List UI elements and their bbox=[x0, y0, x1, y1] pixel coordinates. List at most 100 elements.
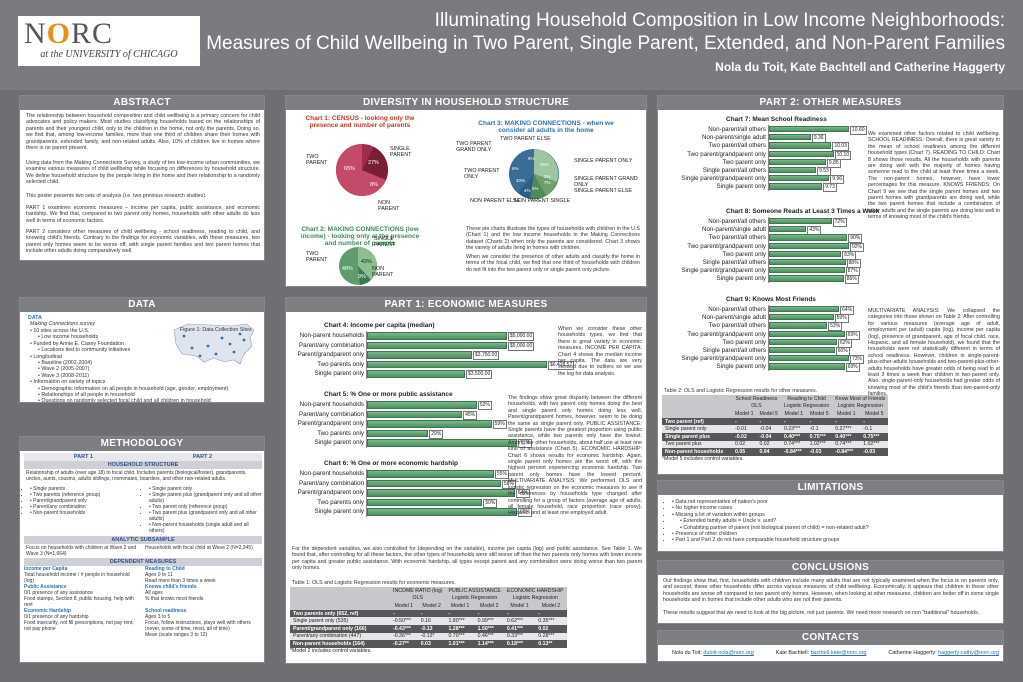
chart9-value-label: 69% bbox=[845, 330, 860, 340]
table1-cell: 0.62*** bbox=[503, 617, 536, 625]
table1-method-header: OLS bbox=[390, 594, 446, 603]
chart7-bar bbox=[769, 126, 849, 133]
chart7-bar bbox=[769, 142, 832, 149]
chart3-label: TWO PARENT GRAND ONLY bbox=[456, 141, 492, 153]
chart6-category-label: Parent/any combination bbox=[298, 479, 364, 487]
table2-cell: 0.75*** bbox=[806, 432, 833, 441]
table1-model-header: Model 1 bbox=[390, 602, 418, 610]
part1-structure-item: • Parent/grandparent only bbox=[30, 498, 143, 504]
chart7-axis bbox=[768, 125, 769, 191]
chart9-category-label: Two parent only bbox=[722, 338, 766, 346]
chart6-value-label: 55% bbox=[494, 470, 509, 479]
abstract-p1: The relationship between household compo… bbox=[26, 113, 260, 152]
part1-structure-item: • Two parents (reference group) bbox=[30, 492, 143, 498]
chart4-bar bbox=[367, 341, 507, 349]
chart4-category-label: Single parent only bbox=[314, 370, 364, 377]
contact-email-1[interactable]: dutoit-nola@norc.org bbox=[703, 650, 754, 656]
chart5-bar bbox=[367, 429, 429, 437]
chart5-value-label: 29% bbox=[429, 429, 444, 439]
diversity-panel: DIVERSITY IN HOUSEHOLD STRUCTURE Chart 1… bbox=[285, 95, 647, 287]
table2-group-header: School Readiness bbox=[732, 395, 781, 403]
dependent-measure-name: Public Assistance bbox=[24, 584, 67, 590]
chart4-value-label: $6,428.57 bbox=[548, 360, 575, 370]
chart4-bar bbox=[367, 351, 472, 359]
chart1-label-two: TWO PARENT bbox=[306, 154, 328, 166]
chart7-category-label: Non-parent/single adult bbox=[702, 134, 766, 142]
limitations-panel: LIMITATIONS • Data not representative of… bbox=[657, 480, 1004, 552]
table1-group-header: PUBLIC ASSISTANCE bbox=[445, 587, 504, 595]
dependent-measure-desc: Total household income / # people in hou… bbox=[24, 572, 130, 584]
chart3-pct: 2% bbox=[544, 174, 551, 179]
table1-cell: -0.13* bbox=[417, 632, 446, 641]
abstract-p3: This poster presents two sets of analysi… bbox=[26, 193, 207, 199]
table2-cell: - bbox=[732, 417, 757, 426]
table1-row-label: Two parents only (652, ref) bbox=[290, 609, 390, 618]
contact-email-2[interactable]: bachtell-kate@norc.org bbox=[810, 650, 867, 656]
table2-note: *Model 5 includes control variables. bbox=[662, 455, 744, 462]
chart8-bar bbox=[769, 275, 844, 282]
dependent-measure: Income per Capita Total household income … bbox=[24, 566, 141, 584]
chart9-bar bbox=[769, 355, 849, 362]
abstract-p4: PART 1 examines economic measures – inco… bbox=[26, 205, 260, 224]
chart5-category-label: Non-parent households bbox=[299, 401, 364, 408]
table1-cell: 0.99*** bbox=[474, 617, 504, 625]
chart2-pct-non: 9% bbox=[358, 274, 366, 280]
chart8-bar bbox=[769, 242, 849, 249]
table1-cell: -0.27** bbox=[390, 640, 418, 648]
chart3-title: Chart 3: MAKING CONNECTIONS - when we co… bbox=[478, 120, 614, 134]
chart4-value-label: $3,750.00 bbox=[473, 351, 500, 360]
chart2-label-non: NON PARENT bbox=[372, 266, 394, 278]
data-panel: DATA DATA Making Connections survey • 10… bbox=[19, 297, 265, 403]
methodology-heading: METHODOLOGY bbox=[20, 437, 264, 451]
chart2-pct-two: 48% bbox=[342, 266, 353, 272]
dependent-measure-name: Economic Hardship bbox=[24, 608, 71, 614]
table2-cell: - bbox=[860, 417, 889, 426]
part2-text-a: We examined other factors related to chi… bbox=[868, 131, 1000, 221]
table1-cell: 1.01*** bbox=[445, 640, 475, 648]
chart5-category-label: Parent/grandparent only bbox=[297, 420, 364, 427]
part2-heading: PART 2: OTHER MEASURES bbox=[658, 96, 1003, 110]
chart6-axis bbox=[366, 469, 367, 517]
table1-cell: - bbox=[503, 609, 536, 618]
table1-row-label: Parent/any combination (447) bbox=[290, 632, 390, 641]
table1-cell: -0.43*** bbox=[390, 624, 418, 633]
table2-cell: 1.02*** bbox=[806, 440, 833, 449]
table2-cell: 0.40*** bbox=[780, 432, 807, 441]
dependent-measure: Reading to Child Ages 0 to 11 Read more t… bbox=[145, 566, 262, 584]
part2-structure-item: • Single parent only bbox=[149, 486, 262, 492]
table1-model-header: Model 2 bbox=[535, 602, 567, 610]
chart4-axis bbox=[366, 331, 367, 379]
table2-model-header: Model 1 bbox=[780, 410, 807, 418]
chart4-category-label: Non-parent households bbox=[299, 332, 364, 339]
chart7-value-label: 9.73 bbox=[823, 183, 837, 193]
chart3-pct: 7% bbox=[544, 180, 551, 185]
chart6-value-label: 64% bbox=[515, 489, 530, 498]
table2-row: Single parent only -0.01 -0.04 0.23*** -0.1 0… bbox=[662, 425, 889, 433]
table1-cell: 1.80*** bbox=[445, 617, 475, 625]
chart4-value-label: $3,500.00 bbox=[466, 370, 493, 379]
chart5-value-label: 59% bbox=[492, 420, 507, 429]
chart7-category-label: Non-parent/all others bbox=[708, 126, 766, 133]
table1-cell: 0.13** bbox=[535, 640, 567, 648]
table2-cell: 0.27*** bbox=[832, 425, 861, 433]
data-subheading: DATA bbox=[28, 315, 42, 321]
table2-row: Two parent (ref) - - - - - - bbox=[662, 417, 889, 426]
part1-text-c: For the dependent variables, we also con… bbox=[292, 546, 642, 572]
limitations-list: • Data not representative of nation's po… bbox=[672, 499, 992, 544]
dependent-measure-name: Knows child's friends bbox=[145, 584, 197, 590]
data-list: • 10 sites across the U.S. • Low income h… bbox=[30, 328, 260, 402]
chart7-bar bbox=[769, 150, 834, 157]
table2-cell: -0.1 bbox=[806, 425, 833, 433]
chart4-category-label: Parent/grandparent only bbox=[297, 351, 364, 358]
data-heading: DATA bbox=[20, 298, 264, 312]
chart8-category-label: Two parent/all others bbox=[708, 234, 766, 242]
table1-group-header: ECONOMIC HARDSHIP bbox=[503, 587, 567, 595]
contact-email-3[interactable]: haggerty-cathy@norc.org bbox=[938, 650, 1000, 656]
chart4-category-label: Parent/any combination bbox=[298, 341, 364, 349]
chart3-label: SINGLE PARENT GRAND ONLY bbox=[574, 176, 638, 188]
logo-wordmark: NORC bbox=[24, 17, 114, 50]
table2-row-label: Single parent only bbox=[662, 425, 732, 433]
dependent-measure-desc: All ages % that knows most friends bbox=[145, 590, 204, 602]
data-list-item: • Funded by Annie E. Casey Foundation bbox=[30, 340, 125, 347]
table2-method-header: Logistic Regression bbox=[832, 402, 889, 411]
